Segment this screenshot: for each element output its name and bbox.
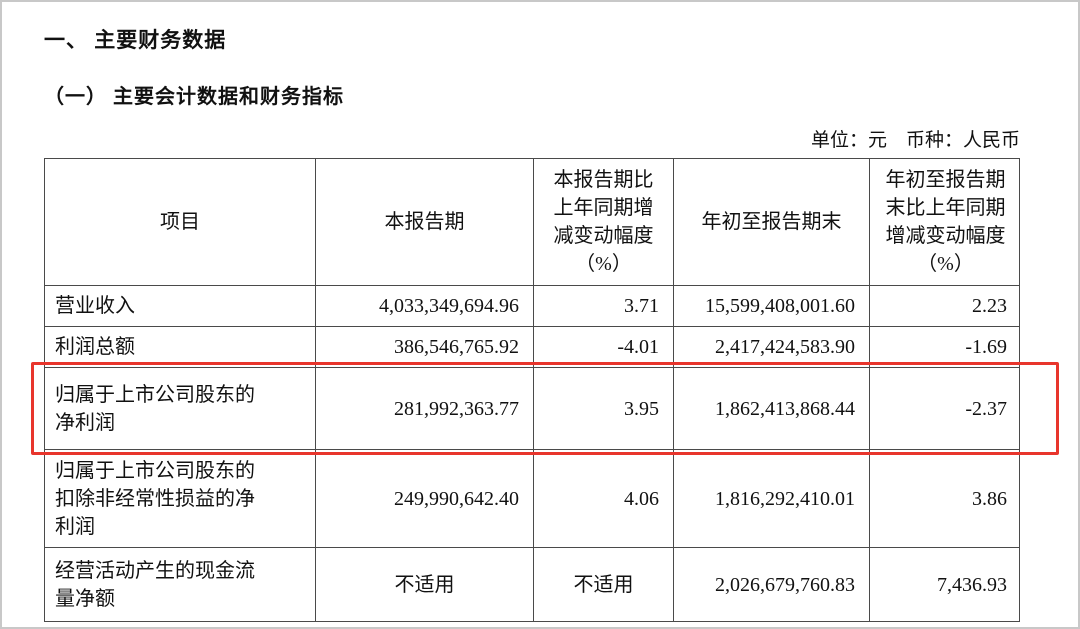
table-row-net-profit-excl-nonrecurring: 归属于上市公司股东的扣除非经常性损益的净利润 249,990,642.40 4.… (45, 449, 1019, 547)
current-period-value: 4,033,349,694.96 (315, 286, 533, 326)
item-label: 经营活动产生的现金流量净额 (55, 559, 255, 610)
current-period-value: 386,546,765.92 (315, 327, 533, 367)
col-header-period-change-pct: 本报告期比 上年同期增 减变动幅度 （%） (533, 159, 673, 285)
section-title: 一、 主要财务数据 (44, 28, 227, 52)
ytd-value: 15,599,408,001.60 (673, 286, 869, 326)
ytd-change-pct-value: 7,436.93 (869, 548, 1021, 621)
ytd-change-pct-value: -2.37 (869, 368, 1021, 449)
financial-data-table: 项目 本报告期 本报告期比 上年同期增 减变动幅度 （%） 年初至报告期末 年初… (31, 158, 1059, 622)
table-row-total-profit: 利润总额 386,546,765.92 -4.01 2,417,424,583.… (45, 326, 1019, 367)
ytd-value: 2,026,679,760.83 (673, 548, 869, 621)
period-change-pct-value: 3.95 (533, 368, 673, 449)
current-period-value: 281,992,363.77 (315, 368, 533, 449)
ytd-value: 2,417,424,583.90 (673, 327, 869, 367)
col-header-ytd: 年初至报告期末 (673, 159, 869, 285)
current-period-value: 不适用 (315, 548, 533, 621)
period-change-pct-value: 不适用 (533, 548, 673, 621)
unit-currency-note: 单位：元 币种：人民币 (810, 130, 1020, 151)
item-label: 营业收入 (55, 295, 135, 317)
subsection-title: （一） 主要会计数据和财务指标 (44, 86, 344, 108)
item-label: 归属于上市公司股东的净利润 (55, 383, 255, 434)
item-label: 利润总额 (55, 336, 135, 358)
table-row-net-profit-highlighted: 归属于上市公司股东的净利润 281,992,363.77 3.95 1,862,… (31, 362, 1059, 455)
period-change-pct-value: -4.01 (533, 327, 673, 367)
period-change-pct-value: 3.71 (533, 286, 673, 326)
ytd-change-pct-value: 3.86 (869, 450, 1021, 547)
ytd-value: 1,816,292,410.01 (673, 450, 869, 547)
col-header-current-period: 本报告期 (315, 159, 533, 285)
col-header-ytd-change-pct: 年初至报告期 末比上年同期 增减变动幅度 （%） (869, 159, 1021, 285)
ytd-value: 1,862,413,868.44 (673, 368, 869, 449)
item-label: 归属于上市公司股东的扣除非经常性损益的净利润 (55, 459, 255, 538)
col-header-item: 项目 (160, 211, 200, 233)
table-header-row: 项目 本报告期 本报告期比 上年同期增 减变动幅度 （%） 年初至报告期末 年初… (45, 159, 1019, 285)
table-row-operating-revenue: 营业收入 4,033,349,694.96 3.71 15,599,408,00… (45, 285, 1019, 326)
period-change-pct-value: 4.06 (533, 450, 673, 547)
table-row-operating-cash-flow: 经营活动产生的现金流量净额 不适用 不适用 2,026,679,760.83 7… (45, 547, 1019, 621)
current-period-value: 249,990,642.40 (315, 450, 533, 547)
ytd-change-pct-value: -1.69 (869, 327, 1021, 367)
ytd-change-pct-value: 2.23 (869, 286, 1021, 326)
